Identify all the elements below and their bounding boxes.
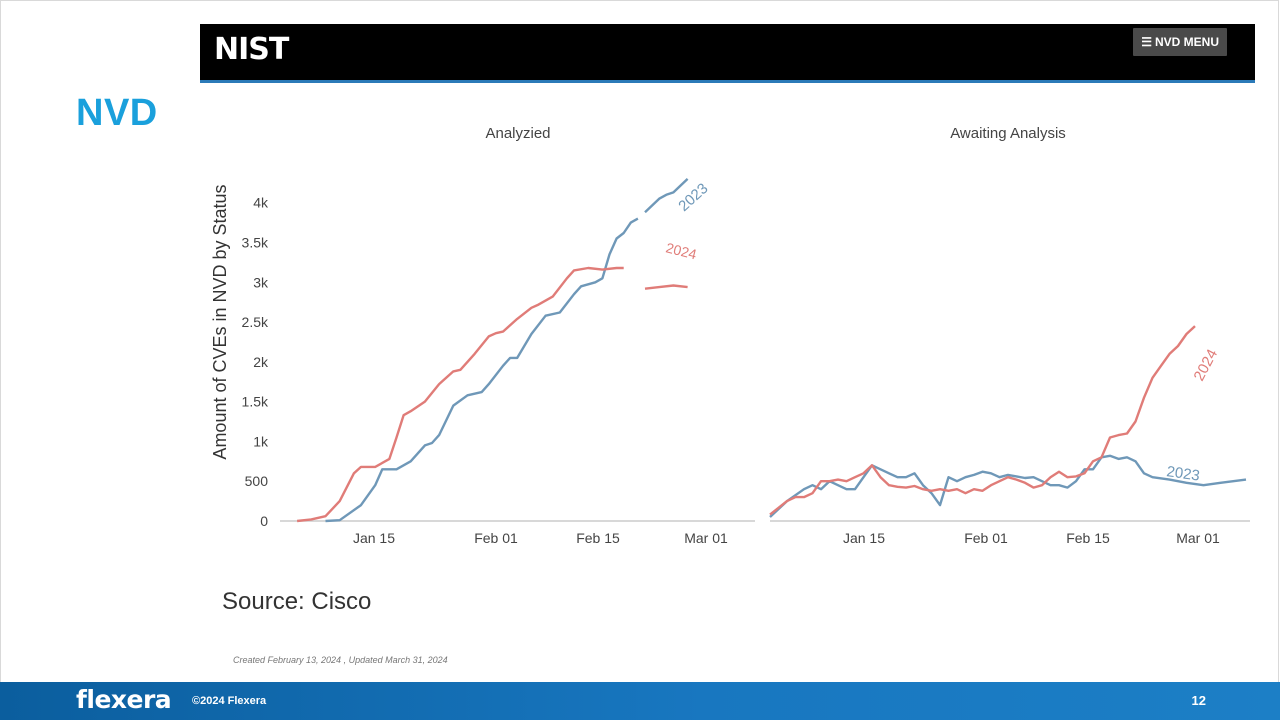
- y-tick-label: 3k: [253, 274, 269, 290]
- x-tick-label: Jan 15: [353, 530, 395, 546]
- y-tick-label: 500: [245, 473, 269, 489]
- y-tick-label: 3.5k: [242, 235, 269, 251]
- label-2023-awaiting: 2023: [1165, 463, 1200, 484]
- hamburger-icon: ☰: [1141, 35, 1152, 49]
- y-axis-label: Amount of CVEs in NVD by Status: [210, 184, 230, 459]
- x-tick-label: Feb 15: [1066, 530, 1110, 546]
- series-line-2024: [769, 325, 1196, 516]
- x-tick-label: Jan 15: [843, 530, 885, 546]
- x-tick-label: Feb 01: [964, 530, 1008, 546]
- x-tick-label: Mar 01: [684, 530, 728, 546]
- series-line-2024: [644, 284, 688, 290]
- series-line-2023: [644, 178, 689, 214]
- nvd-menu-button[interactable]: ☰ NVD MENU: [1133, 28, 1227, 56]
- y-tick-label: 0: [260, 513, 268, 529]
- nist-header-bar: NIST ☰ NVD MENU: [200, 24, 1255, 83]
- source-caption: Source: Cisco: [222, 588, 372, 615]
- x-tick-label: Feb 15: [576, 530, 620, 546]
- y-tick-label: 4k: [253, 195, 269, 211]
- panel-title-analyzed: Analyzied: [485, 125, 550, 142]
- nist-logo: NIST: [214, 32, 289, 67]
- y-axis-ticks: 0 500 1k 1.5k 2k 2.5k 3k 3.5k 4k: [242, 195, 269, 529]
- page-number: 12: [1191, 693, 1206, 708]
- series-line-2023: [325, 217, 639, 523]
- label-2024-awaiting: 2024: [1191, 346, 1222, 383]
- series-analyzed: [296, 178, 689, 523]
- cve-status-chart: Analyzied Awaiting Analysis Amount of CV…: [210, 125, 1250, 546]
- y-tick-label: 1k: [253, 433, 269, 449]
- y-tick-label: 1.5k: [242, 394, 269, 410]
- flexera-logo: flexera: [76, 685, 172, 714]
- x-tick-label: Mar 01: [1176, 530, 1220, 546]
- panel-title-awaiting: Awaiting Analysis: [950, 125, 1066, 142]
- y-tick-label: 2k: [253, 354, 269, 370]
- x-axis-ticks-awaiting: Jan 15 Feb 01 Feb 15 Mar 01: [843, 530, 1220, 546]
- series-awaiting: [769, 325, 1247, 518]
- series-line-2023: [769, 454, 1247, 518]
- created-note: Created February 13, 2024 , Updated Marc…: [233, 655, 448, 665]
- slide-title: NVD: [76, 92, 158, 134]
- x-tick-label: Feb 01: [474, 530, 518, 546]
- y-tick-label: 2.5k: [242, 314, 269, 330]
- copyright-text: ©2024 Flexera: [192, 695, 267, 707]
- nvd-menu-label: NVD MENU: [1154, 35, 1219, 49]
- footer-bar: flexera ©2024 Flexera 12: [0, 682, 1280, 720]
- x-axis-ticks-analyzed: Jan 15 Feb 01 Feb 15 Mar 01: [353, 530, 728, 546]
- series-line-2024: [296, 266, 624, 523]
- label-2024-analyzed: 2024: [664, 239, 698, 262]
